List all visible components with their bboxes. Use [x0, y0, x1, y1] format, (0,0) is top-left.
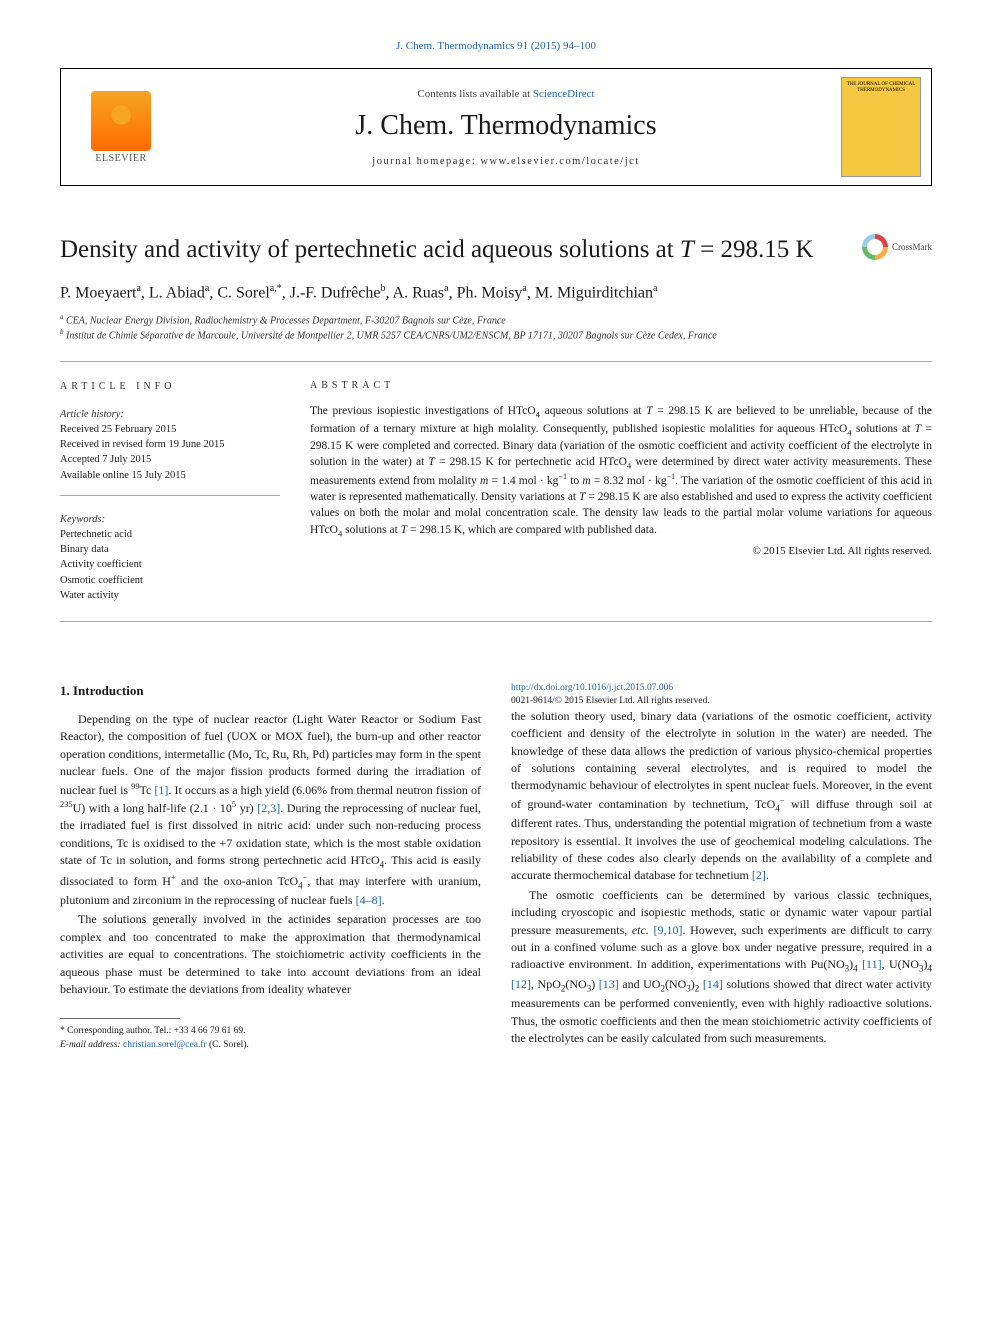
- abstract-label: ABSTRACT: [310, 380, 932, 391]
- article-info-block: ARTICLE INFO Article history: Received 2…: [60, 380, 280, 603]
- abstract-block: ABSTRACT The previous isopiestic investi…: [310, 380, 932, 603]
- abstract-copyright: © 2015 Elsevier Ltd. All rights reserved…: [310, 545, 932, 557]
- email-line: E-mail address: christian.sorel@cea.fr (…: [60, 1039, 481, 1052]
- doi-block: http://dx.doi.org/10.1016/j.jct.2015.07.…: [511, 682, 932, 708]
- crossmark-label: CrossMark: [892, 242, 932, 252]
- keywords-head: Keywords:: [60, 512, 280, 527]
- sciencedirect-link[interactable]: ScienceDirect: [533, 88, 595, 100]
- keyword-item: Pertechnetic acid: [60, 527, 280, 542]
- journal-name: J. Chem. Thermodynamics: [181, 110, 831, 142]
- email-label: E-mail address:: [60, 1040, 123, 1050]
- elsevier-label: ELSEVIER: [95, 153, 146, 164]
- contents-prefix: Contents lists available at: [417, 88, 532, 100]
- body-columns: 1. Introduction Depending on the type of…: [60, 682, 932, 1057]
- authors-list: P. Moeyaerta, L. Abiada, C. Sorela,*, J.…: [60, 283, 932, 302]
- keyword-item: Water activity: [60, 588, 280, 603]
- elsevier-logo[interactable]: ELSEVIER: [61, 87, 181, 168]
- history-online: Available online 15 July 2015: [60, 468, 280, 483]
- keyword-item: Activity coefficient: [60, 557, 280, 572]
- crossmark-badge[interactable]: CrossMark: [842, 234, 932, 260]
- journal-homepage: journal homepage: www.elsevier.com/locat…: [181, 156, 831, 167]
- history-revised: Received in revised form 19 June 2015: [60, 437, 280, 452]
- affiliations: a CEA, Nuclear Energy Division, Radioche…: [60, 313, 932, 344]
- section-heading-intro: 1. Introduction: [60, 682, 481, 701]
- affiliation-a: a CEA, Nuclear Energy Division, Radioche…: [60, 313, 932, 328]
- journal-reference: J. Chem. Thermodynamics 91 (2015) 94–100: [60, 40, 932, 52]
- affiliation-b: b Institut de Chimie Séparative de Marco…: [60, 328, 932, 343]
- elsevier-tree-icon: [91, 91, 151, 151]
- issn-line: 0021-9614/© 2015 Elsevier Ltd. All right…: [511, 695, 932, 708]
- footnote-separator: [60, 1018, 180, 1019]
- footnotes: * Corresponding author. Tel.: +33 4 66 7…: [60, 1025, 481, 1052]
- homepage-prefix: journal homepage:: [372, 156, 480, 167]
- history-received: Received 25 February 2015: [60, 422, 280, 437]
- article-title: Density and activity of pertechnetic aci…: [60, 234, 842, 265]
- keyword-item: Binary data: [60, 542, 280, 557]
- article-info-label: ARTICLE INFO: [60, 380, 280, 395]
- body-paragraph: The osmotic coefficients can be determin…: [511, 887, 932, 1048]
- homepage-url[interactable]: www.elsevier.com/locate/jct: [480, 156, 639, 167]
- divider: [60, 361, 932, 362]
- keyword-item: Osmotic coefficient: [60, 573, 280, 588]
- abstract-text: The previous isopiestic investigations o…: [310, 403, 932, 539]
- doi-link[interactable]: http://dx.doi.org/10.1016/j.jct.2015.07.…: [511, 682, 932, 695]
- body-paragraph: the solution theory used, binary data (v…: [511, 708, 932, 885]
- corresponding-author: * Corresponding author. Tel.: +33 4 66 7…: [60, 1025, 481, 1038]
- body-paragraph: The solutions generally involved in the …: [60, 911, 481, 998]
- history-accepted: Accepted 7 July 2015: [60, 452, 280, 467]
- crossmark-icon: [862, 234, 888, 260]
- body-paragraph: Depending on the type of nuclear reactor…: [60, 711, 481, 909]
- journal-header: ELSEVIER Contents lists available at Sci…: [60, 68, 932, 186]
- journal-cover-thumbnail: THE JOURNAL OF CHEMICAL THERMODYNAMICS: [841, 77, 921, 177]
- info-divider: [60, 495, 280, 496]
- divider: [60, 621, 932, 622]
- email-suffix: (C. Sorel).: [207, 1040, 249, 1050]
- article-history-head: Article history:: [60, 407, 280, 422]
- email-link[interactable]: christian.sorel@cea.fr: [123, 1040, 207, 1050]
- contents-available-line: Contents lists available at ScienceDirec…: [181, 88, 831, 100]
